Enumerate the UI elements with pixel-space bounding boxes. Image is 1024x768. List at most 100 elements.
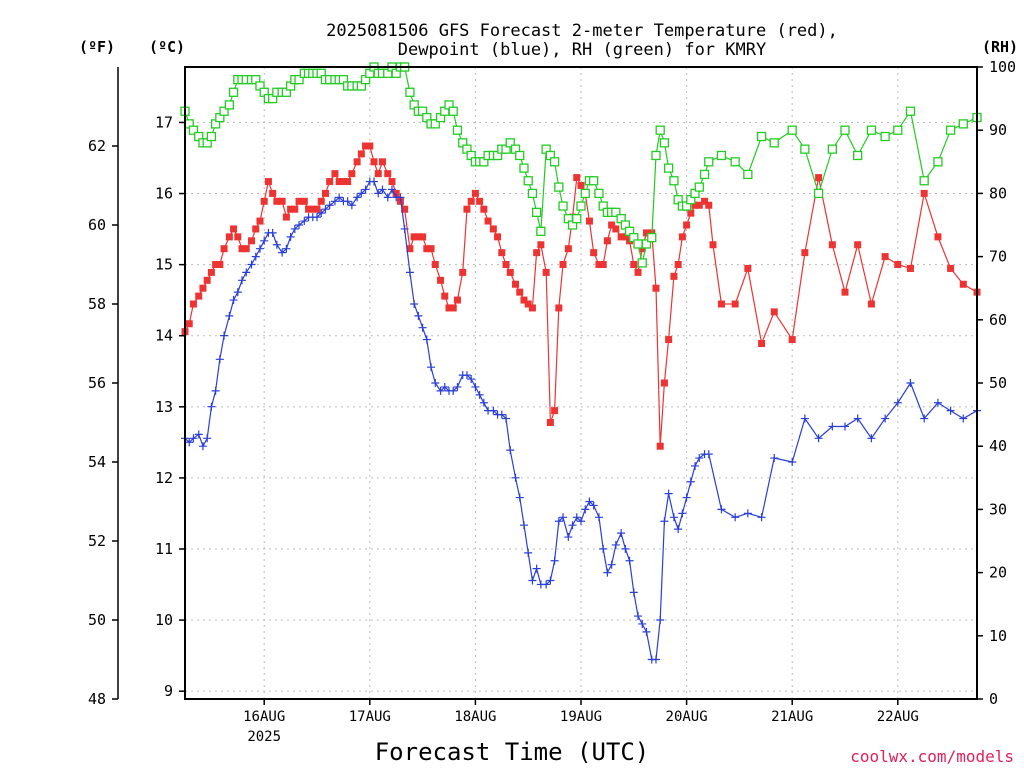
temperature-point [551,407,559,415]
temperature-point [256,217,264,225]
dewpoint-point [800,414,809,423]
fahrenheit-tick-label: 48 [88,690,106,708]
dewpoint-point [479,398,488,407]
dewpoint-point [290,224,299,233]
temperature-point [590,249,598,257]
temperature-point [634,268,642,276]
dewpoint-point [920,414,929,423]
relative-humidity-point [405,87,415,97]
relative-humidity-point [594,188,604,199]
dewpoint-point [203,434,212,443]
temperature-point [678,233,686,241]
relative-humidity-point [840,125,850,135]
temperature-point [437,276,445,284]
dewpoint-point [511,473,520,482]
rh-tick-label: 20 [989,564,1007,582]
dewpoint-point [528,576,537,585]
temperature-point [642,229,650,237]
temperature-point [321,189,329,197]
dewpoint-point [378,185,387,194]
dewpoint-point [515,493,524,502]
temperature-point [687,209,695,217]
relative-humidity-point [515,150,525,161]
dewpoint-point [370,177,379,186]
relative-humidity-point [576,201,586,211]
temperature-point [652,284,660,292]
fahrenheit-tick-label: 54 [88,453,106,471]
dewpoint-point [353,193,362,202]
rh-axis-unit: (RH) [982,38,1018,56]
temperature-point [828,241,836,249]
temperature-point [894,261,902,268]
temperature-point [199,284,207,292]
temperature-point [670,272,678,280]
dewpoint-point [313,213,321,222]
dewpoint-point [906,379,915,387]
dewpoint-point [581,505,590,514]
dewpoint-point [347,201,356,210]
relative-humidity-point [853,150,863,161]
relative-humidity-point [580,188,590,199]
temperature-point [520,296,528,304]
x-tick-label: 18AUG [454,709,496,725]
dewpoint-point [589,501,598,510]
temperature-point [459,268,467,276]
dewpoint-point [717,505,726,514]
temperature-point [331,170,339,178]
temperature-point [537,241,545,249]
dewpoint-point [686,477,695,486]
grid-lines [185,67,977,699]
dewpoint-point [185,438,194,447]
dewpoint-point [475,390,484,399]
x-tick-label: 21AUG [771,709,813,725]
dewpoint-point [418,323,427,332]
dewpoint-point [594,513,603,522]
fahrenheit-tick-label: 56 [88,374,106,392]
celsius-axis-unit: (ºC) [149,38,185,56]
dewpoint-point [867,434,876,443]
dewpoint-point [431,379,440,387]
dewpoint-point [405,268,414,277]
temperature-point [717,300,725,308]
temperature-point [612,225,620,233]
relative-humidity-point [206,131,217,142]
relative-humidity-point [827,144,837,154]
fahrenheit-tick-label: 58 [88,295,106,313]
temperature-point [506,268,514,276]
dewpoint-point [651,655,660,664]
temperature-point [595,261,603,268]
temperature-point [441,292,449,300]
relative-humidity-point [800,144,810,154]
temperature-point [423,245,431,253]
dewpoint-point [691,461,700,470]
temperature-point [212,261,220,268]
relative-humidity-point [699,169,710,180]
x-tick-label: 22AUG [877,709,919,725]
dewpoint-point [255,244,264,253]
relative-humidity-point [945,125,956,135]
temperature-point [269,189,277,197]
temperature-point [238,245,246,253]
temperature-point [282,213,290,221]
x-tick-label: 16AUG [243,709,285,725]
temperature-point [758,340,766,347]
temperature-point [406,245,414,253]
x-tick-label: 19AUG [560,709,602,725]
temperature-point [528,304,536,312]
fahrenheit-tick-label: 50 [88,611,106,629]
dewpoint-point [664,489,673,498]
temperature-point [934,233,942,241]
relative-humidity-point [651,150,661,161]
dewpoint-point [629,588,638,597]
chart-title-line-2: Dewpoint (blue), RH (green) for KMRY [398,40,766,60]
dewpoint-point [462,371,471,380]
temperature-point [234,233,242,241]
temperature-point [489,225,497,233]
temperature-point [410,233,418,241]
dewpoint-point [642,627,651,636]
temperature-point [366,142,374,150]
dewpoint-point [695,454,704,463]
temperature-point [564,245,572,253]
temperature-point [546,419,554,426]
